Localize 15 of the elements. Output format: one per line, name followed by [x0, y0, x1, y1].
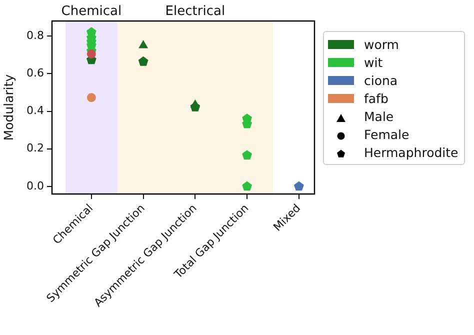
legend-label: Hermaphrodite: [364, 144, 458, 160]
y-tick-label: 0.4: [26, 104, 44, 118]
y-tick-label: 0.0: [26, 179, 44, 192]
legend-label: fafb: [364, 90, 388, 106]
legend-label: Male: [364, 108, 394, 124]
legend-label: wit: [364, 54, 383, 70]
y-tick-label: 0.6: [26, 66, 44, 80]
y-tick-label: 0.2: [26, 142, 44, 155]
legend-label: ciona: [364, 72, 398, 88]
band-label: Chemical: [61, 4, 122, 19]
legend-label: Female: [364, 126, 410, 142]
legend-label: worm: [364, 36, 399, 52]
y-tick-label: 0.8: [26, 28, 44, 42]
y-axis-title: Modularity: [0, 74, 16, 141]
band-label: Electrical: [165, 4, 226, 19]
